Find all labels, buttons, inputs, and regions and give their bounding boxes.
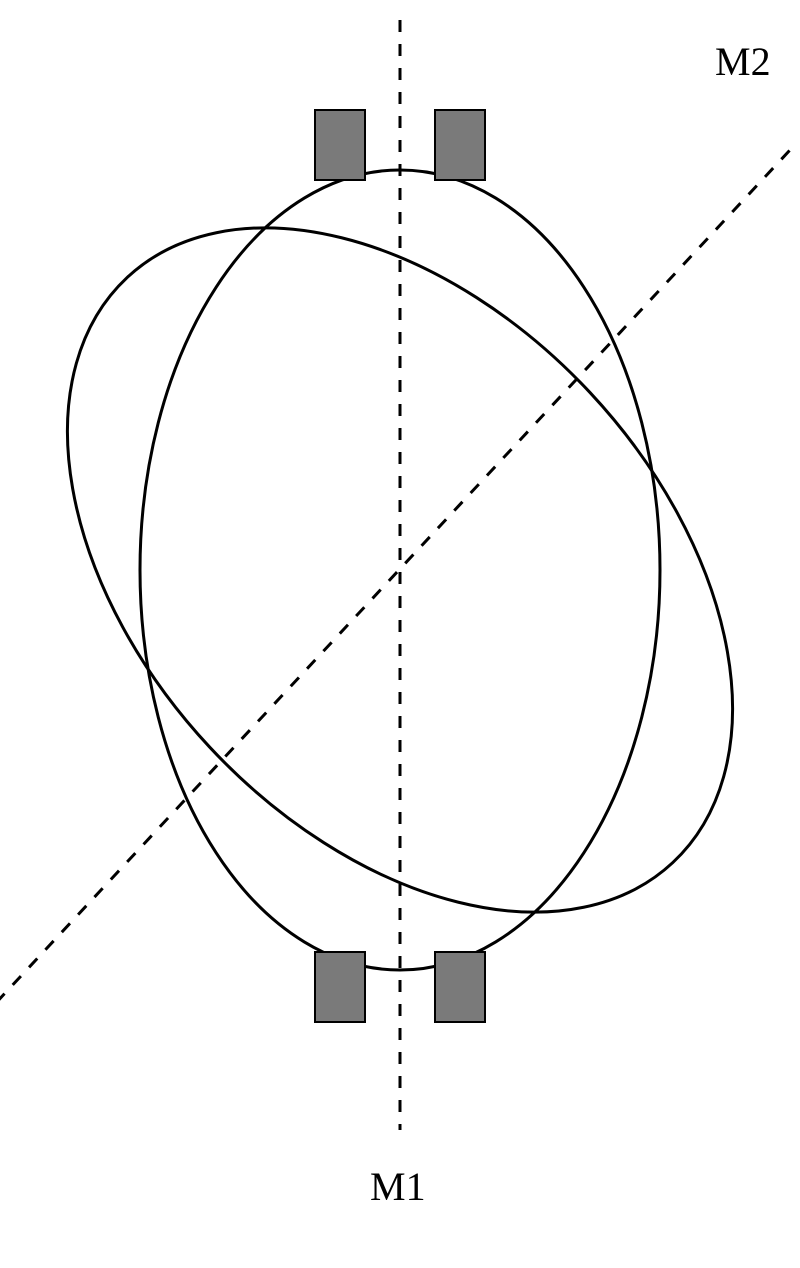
contact-pad	[315, 952, 365, 1022]
axis-tilted	[0, 150, 790, 1020]
label-m2: M2	[715, 39, 771, 84]
contact-pad	[435, 952, 485, 1022]
label-m1: M1	[370, 1164, 426, 1209]
contact-pad	[315, 110, 365, 180]
contact-pad	[435, 110, 485, 180]
diagram-canvas: M1 M2	[0, 0, 800, 1268]
